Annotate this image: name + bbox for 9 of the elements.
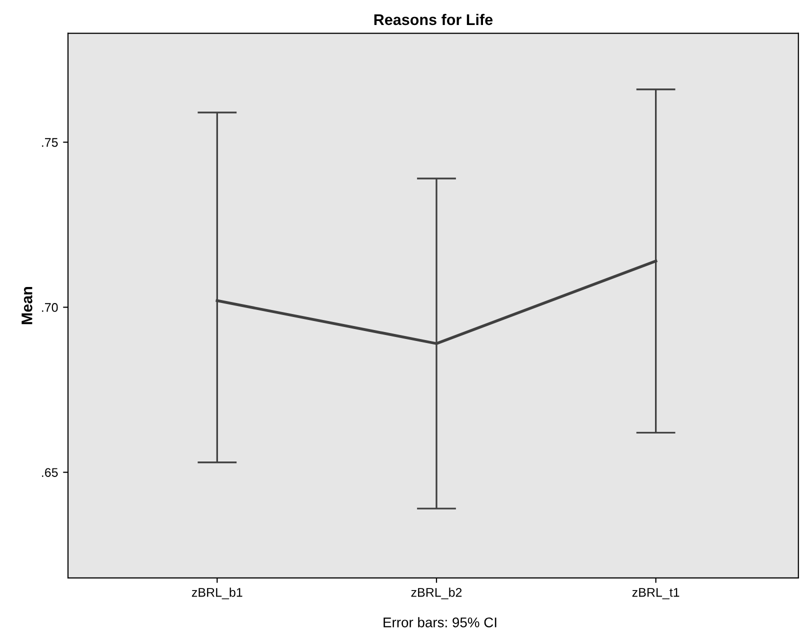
chart-title: Reasons for Life <box>374 14 493 26</box>
x-tick-label: zBRL_b1 <box>192 588 242 600</box>
y-axis-title: Mean <box>22 287 32 324</box>
x-tick-label: zBRL_t1 <box>632 588 680 600</box>
x-tick-label: zBRL_b2 <box>411 588 462 600</box>
text: Error bars: 95% CI <box>384 617 496 628</box>
y-tick-label: .65 <box>42 468 58 477</box>
y-tick-label: .75 <box>42 138 58 147</box>
y-tick-label: .70 <box>42 303 58 312</box>
